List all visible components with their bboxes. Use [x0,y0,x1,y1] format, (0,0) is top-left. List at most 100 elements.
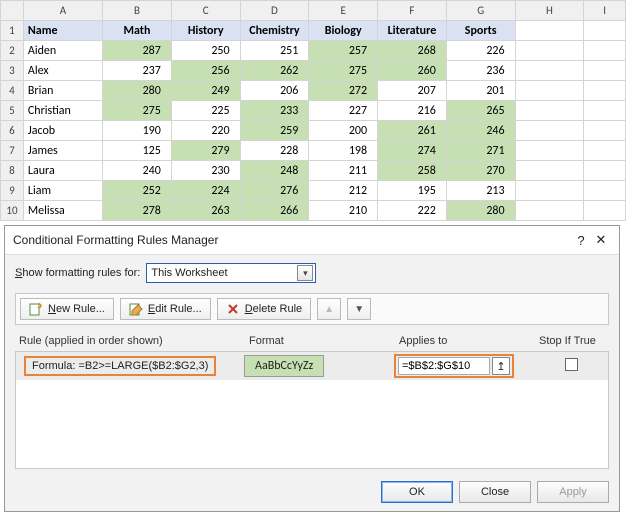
cell[interactable]: 260 [378,61,447,81]
cell[interactable]: Biology [309,21,378,41]
cell[interactable]: Name [23,21,102,41]
cell[interactable] [515,41,584,61]
cell[interactable]: 212 [309,181,378,201]
cell[interactable] [584,141,626,161]
cell[interactable]: 201 [446,81,515,101]
row-header[interactable]: 1 [1,21,24,41]
close-button[interactable]: Close [459,481,531,503]
col-header[interactable]: I [584,1,626,21]
cell[interactable] [584,121,626,141]
row-header[interactable]: 4 [1,81,24,101]
cell[interactable]: 222 [378,201,447,221]
cell[interactable]: 271 [446,141,515,161]
cell[interactable]: 207 [378,81,447,101]
rule-row[interactable]: Formula: =B2>=LARGE($B2:$G2,3) AaBbCcYyZ… [16,352,608,380]
cell[interactable]: 248 [240,161,309,181]
cell[interactable]: Aiden [23,41,102,61]
edit-rule-button[interactable]: Edit Rule... [120,298,211,320]
cell[interactable]: 274 [378,141,447,161]
cell[interactable]: Christian [23,101,102,121]
cell[interactable]: 280 [446,201,515,221]
cell[interactable]: 251 [240,41,309,61]
cell[interactable] [515,201,584,221]
cell[interactable]: 249 [171,81,240,101]
cell[interactable] [584,81,626,101]
cell[interactable] [515,141,584,161]
row-header[interactable]: 3 [1,61,24,81]
cell[interactable]: 237 [103,61,172,81]
cell[interactable]: 230 [171,161,240,181]
cell[interactable]: 190 [103,121,172,141]
row-header[interactable]: 6 [1,121,24,141]
cell[interactable]: 257 [309,41,378,61]
col-header[interactable]: C [171,1,240,21]
cell[interactable]: Brian [23,81,102,101]
cell[interactable]: 261 [378,121,447,141]
apply-button[interactable]: Apply [537,481,609,503]
cell[interactable]: 227 [309,101,378,121]
cell[interactable]: Melissa [23,201,102,221]
cell[interactable]: 272 [309,81,378,101]
cell[interactable]: 279 [171,141,240,161]
applies-to-input[interactable] [398,357,490,375]
cell[interactable]: 262 [240,61,309,81]
row-header[interactable]: 7 [1,141,24,161]
cell[interactable]: 268 [378,41,447,61]
cell[interactable]: Literature [378,21,447,41]
cell[interactable]: History [171,21,240,41]
cell[interactable]: 200 [309,121,378,141]
cell[interactable]: Alex [23,61,102,81]
cell[interactable]: 216 [378,101,447,121]
cell[interactable]: 220 [171,121,240,141]
cell[interactable]: 275 [309,61,378,81]
spreadsheet-grid[interactable]: A B C D E F G H I 1NameMathHistoryChemis… [0,0,626,221]
stop-if-true-checkbox[interactable] [565,358,578,371]
col-header[interactable]: F [378,1,447,21]
move-up-button[interactable]: ▲ [317,298,341,320]
ok-button[interactable]: OK [381,481,453,503]
col-header[interactable]: A [23,1,102,21]
col-header[interactable]: G [446,1,515,21]
cell[interactable]: 225 [171,101,240,121]
cell[interactable]: 206 [240,81,309,101]
select-all-corner[interactable] [1,1,24,21]
cell[interactable]: 263 [171,201,240,221]
cell[interactable]: 287 [103,41,172,61]
new-rule-button[interactable]: New Rule... [20,298,114,320]
cell[interactable] [515,161,584,181]
cell[interactable]: 210 [309,201,378,221]
cell[interactable]: 228 [240,141,309,161]
cell[interactable] [584,101,626,121]
delete-rule-button[interactable]: Delete Rule [217,298,312,320]
cell[interactable]: 246 [446,121,515,141]
cell[interactable]: 198 [309,141,378,161]
cell[interactable]: 276 [240,181,309,201]
cell[interactable] [515,61,584,81]
cell[interactable] [584,201,626,221]
cell[interactable]: 240 [103,161,172,181]
row-header[interactable]: 10 [1,201,24,221]
col-header[interactable]: D [240,1,309,21]
cell[interactable] [515,101,584,121]
cell[interactable]: 258 [378,161,447,181]
cell[interactable]: 266 [240,201,309,221]
scope-dropdown[interactable]: This Worksheet ▾ [146,263,316,283]
cell[interactable]: 278 [103,201,172,221]
row-header[interactable]: 8 [1,161,24,181]
cell[interactable] [584,181,626,201]
row-header[interactable]: 2 [1,41,24,61]
cell[interactable]: 213 [446,181,515,201]
cell[interactable]: 250 [171,41,240,61]
row-header[interactable]: 5 [1,101,24,121]
cell[interactable] [515,181,584,201]
cell[interactable]: 280 [103,81,172,101]
move-down-button[interactable]: ▼ [347,298,371,320]
cell[interactable]: 270 [446,161,515,181]
close-icon[interactable]: ✕ [591,232,611,248]
cell[interactable]: Chemistry [240,21,309,41]
cell[interactable]: Sports [446,21,515,41]
cell[interactable]: 236 [446,61,515,81]
cell[interactable] [515,21,584,41]
cell[interactable]: 224 [171,181,240,201]
rules-list[interactable]: Formula: =B2>=LARGE($B2:$G2,3) AaBbCcYyZ… [15,351,609,469]
